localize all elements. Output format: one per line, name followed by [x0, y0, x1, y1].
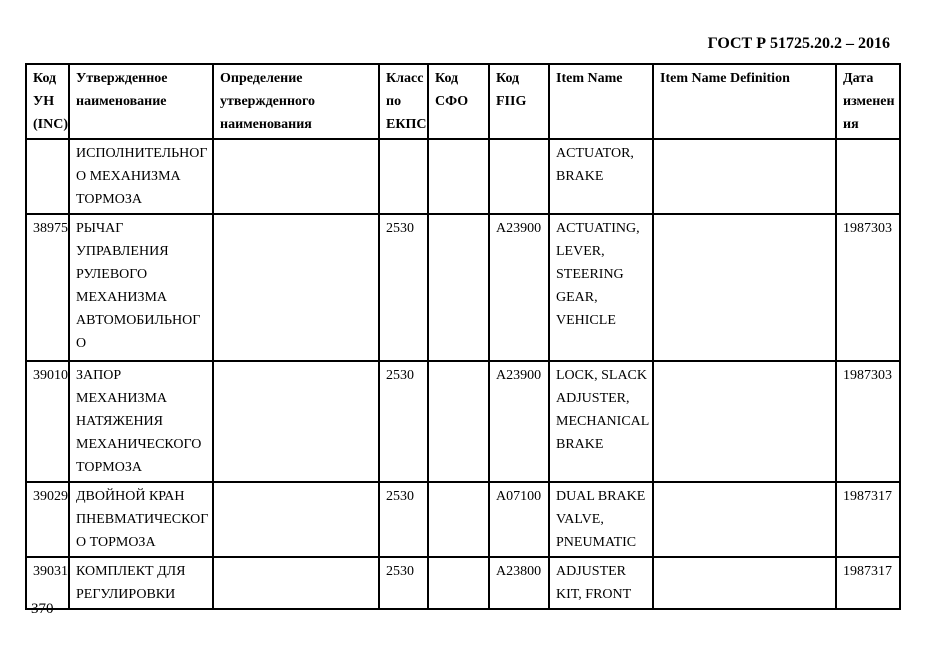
cell-approved-name: РЫЧАГ УПРАВЛЕНИЯ РУЛЕВОГО МЕХАНИЗМА АВТО…	[68, 213, 214, 362]
col-header-ekps-class: Класс по ЕКПС	[378, 63, 429, 140]
cell-item-name: ACTUATING, LEVER, STEERING GEAR, VEHICLE	[548, 213, 654, 362]
cell-approved-definition	[212, 556, 380, 610]
table-row: 39031 КОМПЛЕКТ ДЛЯ РЕГУЛИРОВКИ 2530 A238…	[25, 556, 901, 610]
cell-sfo-code	[427, 556, 490, 610]
col-header-approved-name: Утвержденное наименование	[68, 63, 214, 140]
cell-approved-name: КОМПЛЕКТ ДЛЯ РЕГУЛИРОВКИ	[68, 556, 214, 610]
cell-sfo-code	[427, 360, 490, 483]
cell-inc-code: 39031	[25, 556, 70, 610]
cell-change-date: 1987317	[835, 556, 901, 610]
cell-item-name: DUAL BRAKE VALVE, PNEUMATIC	[548, 481, 654, 558]
cell-fiig-code: A23900	[488, 360, 550, 483]
document-code-header: ГОСТ Р 51725.20.2 – 2016	[707, 35, 890, 52]
col-header-change-date: Дата изменен ия	[835, 63, 901, 140]
cell-item-name: ADJUSTER KIT, FRONT	[548, 556, 654, 610]
table-header-row: Код УН (INC) Утвержденное наименование О…	[25, 63, 901, 140]
cell-approved-name: ИСПОЛНИТЕЛЬНОГ О МЕХАНИЗМА ТОРМОЗА	[68, 138, 214, 215]
cell-approved-name: ДВОЙНОЙ КРАН ПНЕВМАТИЧЕСКОГ О ТОРМОЗА	[68, 481, 214, 558]
col-header-sfo-code: Код СФО	[427, 63, 490, 140]
cell-item-name-definition	[652, 481, 837, 558]
cell-inc-code	[25, 138, 70, 215]
cell-item-name: ACTUATOR, BRAKE	[548, 138, 654, 215]
table-row: 38975 РЫЧАГ УПРАВЛЕНИЯ РУЛЕВОГО МЕХАНИЗМ…	[25, 213, 901, 362]
cell-change-date: 1987317	[835, 481, 901, 558]
cell-approved-name: ЗАПОР МЕХАНИЗМА НАТЯЖЕНИЯ МЕХАНИЧЕСКОГО …	[68, 360, 214, 483]
col-header-item-name: Item Name	[548, 63, 654, 140]
cell-change-date: 1987303	[835, 360, 901, 483]
cell-change-date: 1987303	[835, 213, 901, 362]
col-header-approved-definition: Определение утвержденного наименования	[212, 63, 380, 140]
cell-item-name-definition	[652, 213, 837, 362]
items-table: Код УН (INC) Утвержденное наименование О…	[25, 63, 901, 610]
cell-ekps-class: 2530	[378, 556, 429, 610]
table-row: ИСПОЛНИТЕЛЬНОГ О МЕХАНИЗМА ТОРМОЗА ACTUA…	[25, 138, 901, 215]
cell-fiig-code	[488, 138, 550, 215]
cell-approved-definition	[212, 360, 380, 483]
cell-inc-code: 38975	[25, 213, 70, 362]
cell-change-date	[835, 138, 901, 215]
cell-item-name-definition	[652, 556, 837, 610]
cell-ekps-class	[378, 138, 429, 215]
cell-sfo-code	[427, 213, 490, 362]
cell-fiig-code: A23900	[488, 213, 550, 362]
table-row: 39010 ЗАПОР МЕХАНИЗМА НАТЯЖЕНИЯ МЕХАНИЧЕ…	[25, 360, 901, 483]
cell-approved-definition	[212, 213, 380, 362]
cell-inc-code: 39010	[25, 360, 70, 483]
col-header-fiig-code: Код FIIG	[488, 63, 550, 140]
cell-sfo-code	[427, 138, 490, 215]
cell-item-name-definition	[652, 360, 837, 483]
cell-inc-code: 39029	[25, 481, 70, 558]
cell-approved-definition	[212, 481, 380, 558]
cell-fiig-code: A23800	[488, 556, 550, 610]
cell-approved-definition	[212, 138, 380, 215]
cell-item-name-definition	[652, 138, 837, 215]
cell-ekps-class: 2530	[378, 481, 429, 558]
page-number: 370	[31, 601, 54, 617]
cell-sfo-code	[427, 481, 490, 558]
table-row: 39029 ДВОЙНОЙ КРАН ПНЕВМАТИЧЕСКОГ О ТОРМ…	[25, 481, 901, 558]
col-header-item-name-definition: Item Name Definition	[652, 63, 837, 140]
cell-ekps-class: 2530	[378, 213, 429, 362]
col-header-inc-code: Код УН (INC)	[25, 63, 70, 140]
cell-ekps-class: 2530	[378, 360, 429, 483]
cell-fiig-code: A07100	[488, 481, 550, 558]
cell-item-name: LOCK, SLACK ADJUSTER, MECHANICAL BRAKE	[548, 360, 654, 483]
